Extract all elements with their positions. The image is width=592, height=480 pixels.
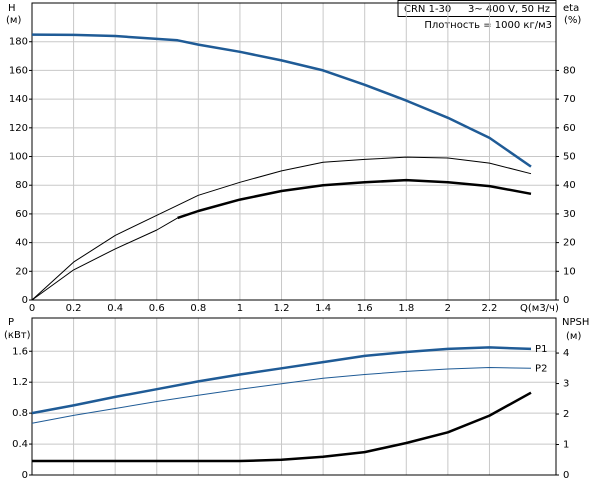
y2-tick-label: 0 <box>563 295 569 306</box>
plot-frame <box>31 317 557 476</box>
curve <box>31 33 532 168</box>
curve <box>31 217 178 301</box>
y-axis-label: H <box>8 3 16 14</box>
y-tick-label: 1.6 <box>12 346 28 357</box>
y-tick-label: 0.8 <box>12 408 28 419</box>
x-tick-label: 1.8 <box>398 303 414 314</box>
y2-tick-label: 40 <box>563 180 576 191</box>
series-label: P1 <box>535 344 547 355</box>
y2-tick-label: 0 <box>563 470 569 480</box>
x-tick-label: 0.6 <box>149 303 165 314</box>
curve <box>31 367 532 424</box>
y2-axis-label: eta <box>563 3 579 14</box>
y-tick-label: 120 <box>9 123 28 134</box>
x-tick-label: 0.8 <box>190 303 206 314</box>
x-tick-label: 2.2 <box>482 303 498 314</box>
y-axis-label: P <box>8 317 14 328</box>
y-tick-label: 100 <box>9 152 28 163</box>
x-tick-label: 0 <box>29 303 35 314</box>
y2-tick-label: 3 <box>563 379 569 390</box>
pump-model: CRN 1-30 <box>404 4 451 15</box>
y2-tick-label: 80 <box>563 65 576 76</box>
y2-tick-label: 70 <box>563 94 576 105</box>
x-tick-label: 0.2 <box>66 303 82 314</box>
x-tick-label: 0.4 <box>107 303 123 314</box>
y-axis-unit: (м) <box>6 15 21 26</box>
plot-frame <box>31 2 557 301</box>
x-tick-label: 1.4 <box>315 303 331 314</box>
x-tick-label: 1 <box>237 303 243 314</box>
y-tick-label: 40 <box>15 238 28 249</box>
y2-tick-label: 20 <box>563 238 576 249</box>
y-tick-label: 140 <box>9 94 28 105</box>
y-tick-label: 0 <box>22 470 28 480</box>
y-tick-label: 20 <box>15 266 28 277</box>
y-tick-label: 0 <box>22 295 28 306</box>
y-tick-label: 1.2 <box>12 377 28 388</box>
y2-tick-label: 10 <box>563 266 576 277</box>
y2-tick-label: 60 <box>563 123 576 134</box>
y-tick-label: 160 <box>9 65 28 76</box>
y-tick-label: 80 <box>15 180 28 191</box>
x-axis-label: Q(м3/ч) <box>520 303 559 314</box>
y2-tick-label: 50 <box>563 152 576 163</box>
y-axis-unit: (кВт) <box>4 330 31 341</box>
x-tick-label: 2 <box>445 303 451 314</box>
curve <box>31 346 532 415</box>
density-note: Плотность = 1000 кг/м3 <box>424 20 552 31</box>
y2-axis-unit: (м) <box>566 331 581 342</box>
y-tick-label: 60 <box>15 209 28 220</box>
curve <box>177 178 532 220</box>
series-label: P2 <box>535 363 547 374</box>
x-tick-label: 1.2 <box>274 303 290 314</box>
y-tick-label: 180 <box>9 37 28 48</box>
y2-tick-label: 2 <box>563 409 569 420</box>
y2-tick-label: 4 <box>563 348 569 359</box>
y2-tick-label: 30 <box>563 209 576 220</box>
x-tick-label: 1.6 <box>357 303 373 314</box>
curve <box>32 391 532 463</box>
y2-axis-unit: (%) <box>564 15 581 26</box>
y2-tick-label: 1 <box>563 440 569 451</box>
y2-axis-label: NPSH <box>562 317 589 328</box>
power-supply: 3~ 400 V, 50 Hz <box>468 4 550 15</box>
curve <box>31 156 532 301</box>
y-tick-label: 0.4 <box>12 439 28 450</box>
